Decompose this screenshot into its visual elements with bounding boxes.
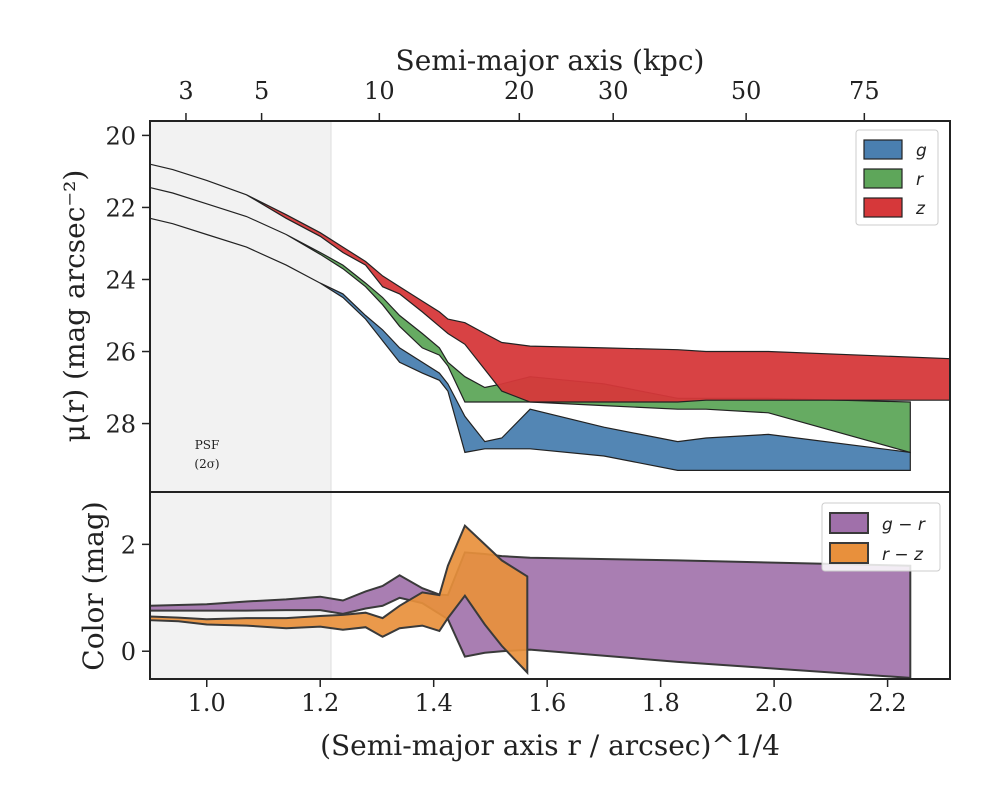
top-legend: grz <box>855 129 939 226</box>
psf-sigma-label: (2σ) <box>194 457 219 471</box>
bottom-x-tick-label: 1.6 <box>528 689 566 717</box>
psf-label: PSF <box>195 438 220 452</box>
top-x-tick-label: 75 <box>849 77 880 105</box>
bottom-x-axis-label: (Semi-major axis r / arcsec)^1/4 <box>320 729 780 762</box>
psf-region-top <box>150 121 331 492</box>
legend-swatch <box>829 512 869 534</box>
bottom-x-tick-label: 1.8 <box>642 689 680 717</box>
top-x-tick-label: 3 <box>178 77 193 105</box>
top-y-tick-label: 22 <box>105 194 136 222</box>
bottom-x-tick-label: 2.2 <box>869 689 907 717</box>
bottom-y-tick-label: 2 <box>121 531 136 559</box>
bottom-y-tick-label: 0 <box>121 638 136 666</box>
series-rz-band <box>149 523 529 676</box>
top-x-axis: 3 5 10 20 30 50 75 <box>178 77 880 121</box>
legend-label: r − z <box>882 545 924 565</box>
top-x-tick-label: 20 <box>504 77 535 105</box>
bottom-panel-series <box>149 523 912 679</box>
top-x-tick-label: 5 <box>254 77 269 105</box>
top-y-tick-label: 26 <box>105 339 136 367</box>
bottom-legend: g − r r − z <box>821 502 941 572</box>
top-axis-title: Semi-major axis (kpc) <box>396 44 705 77</box>
legend-swatch <box>863 139 903 160</box>
bottom-panel-frame <box>149 491 951 680</box>
legend-label: g − r <box>882 515 926 535</box>
bottom-y-axis-label: Color (mag) <box>77 501 110 670</box>
legend-label: z <box>915 199 926 219</box>
top-y-tick-label: 20 <box>105 122 136 150</box>
bottom-x-tick-label: 1.0 <box>188 689 226 717</box>
series-gr-band <box>149 551 912 679</box>
top-x-tick-label: 30 <box>598 77 629 105</box>
top-x-tick-label: 10 <box>364 77 395 105</box>
bottom-y-axis: 02 <box>121 531 150 666</box>
legend-swatch <box>863 168 903 189</box>
bottom-x-tick-label: 2.0 <box>755 689 793 717</box>
top-y-tick-label: 24 <box>105 266 136 294</box>
bottom-x-tick-label: 1.2 <box>301 689 339 717</box>
bottom-x-axis: 1.0 1.2 1.4 1.6 1.8 2.0 2.2 <box>188 679 907 717</box>
top-y-axis: 20 22 24 26 28 <box>105 122 150 439</box>
top-x-tick-label: 50 <box>731 77 762 105</box>
legend-swatch <box>863 197 903 218</box>
psf-region-bottom <box>150 493 331 679</box>
legend-swatch <box>829 542 869 564</box>
series-g-band <box>149 217 911 471</box>
legend-label: g <box>916 141 927 161</box>
top-y-axis-label: μ(r) (mag arcsec⁻²) <box>58 170 91 443</box>
legend-label: r <box>916 170 924 190</box>
top-y-tick-label: 28 <box>105 411 136 439</box>
bottom-x-tick-label: 1.4 <box>415 689 453 717</box>
